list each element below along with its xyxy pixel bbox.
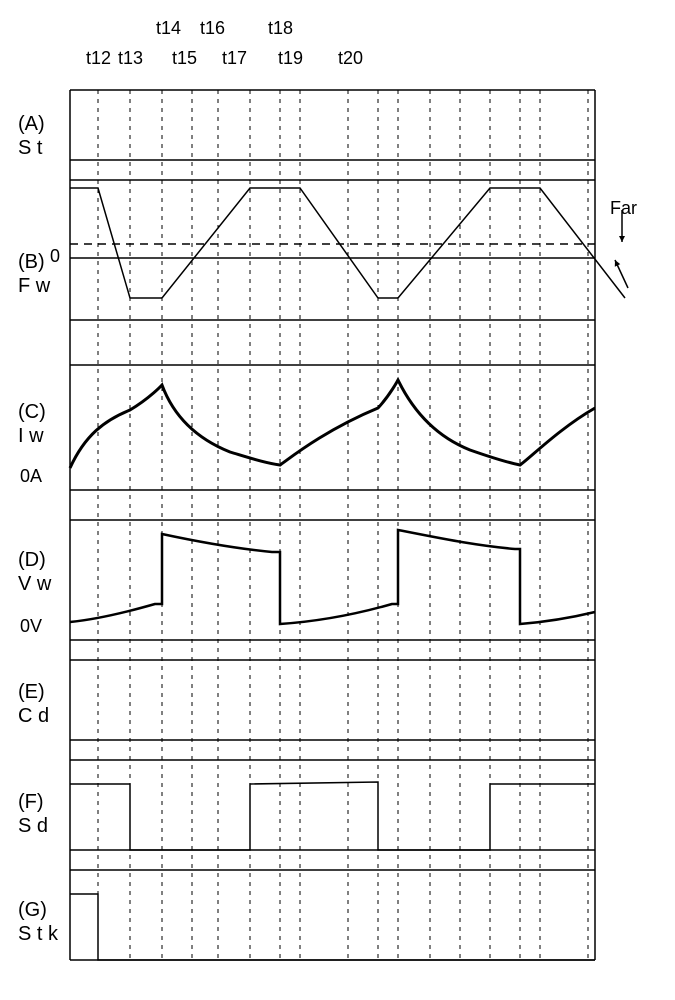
panel-label-signal: V w: [18, 572, 51, 596]
time-label-t20: t20: [338, 48, 363, 69]
panel-label-id: (F): [18, 790, 48, 814]
zero-label-D: 0V: [20, 616, 42, 638]
time-label-t17: t17: [222, 48, 247, 69]
time-label-t15: t15: [172, 48, 197, 69]
panel-label-id: (C): [18, 400, 46, 424]
panel-label-signal: S t k: [18, 922, 58, 946]
panel-label-id: (G): [18, 898, 58, 922]
time-label-t19: t19: [278, 48, 303, 69]
panel-label-C: (C)I w: [18, 400, 46, 448]
timing-chart-svg: [0, 0, 675, 1000]
panel-label-signal: S t: [18, 136, 45, 160]
panel-label-signal: C d: [18, 704, 49, 728]
timing-diagram-container: (A)S t(B)F w0(C)I w0A(D)V w0V(E)C d(F)S …: [0, 0, 675, 1000]
panel-label-id: (E): [18, 680, 49, 704]
time-label-t16: t16: [200, 18, 225, 39]
panel-label-id: (D): [18, 548, 51, 572]
panel-label-B: (B)F w: [18, 250, 50, 298]
zero-label-B: 0: [50, 246, 60, 268]
panel-label-signal: S d: [18, 814, 48, 838]
panel-label-D: (D)V w: [18, 548, 51, 596]
time-label-t14: t14: [156, 18, 181, 39]
panel-label-G: (G)S t k: [18, 898, 58, 946]
time-label-t18: t18: [268, 18, 293, 39]
panel-label-E: (E)C d: [18, 680, 49, 728]
zero-label-C: 0A: [20, 466, 42, 488]
panel-label-F: (F)S d: [18, 790, 48, 838]
time-label-t13: t13: [118, 48, 143, 69]
panel-label-signal: F w: [18, 274, 50, 298]
panel-label-A: (A)S t: [18, 112, 45, 160]
panel-label-signal: I w: [18, 424, 46, 448]
time-label-t12: t12: [86, 48, 111, 69]
far-label: Far: [610, 198, 637, 219]
panel-label-id: (A): [18, 112, 45, 136]
panel-label-id: (B): [18, 250, 50, 274]
